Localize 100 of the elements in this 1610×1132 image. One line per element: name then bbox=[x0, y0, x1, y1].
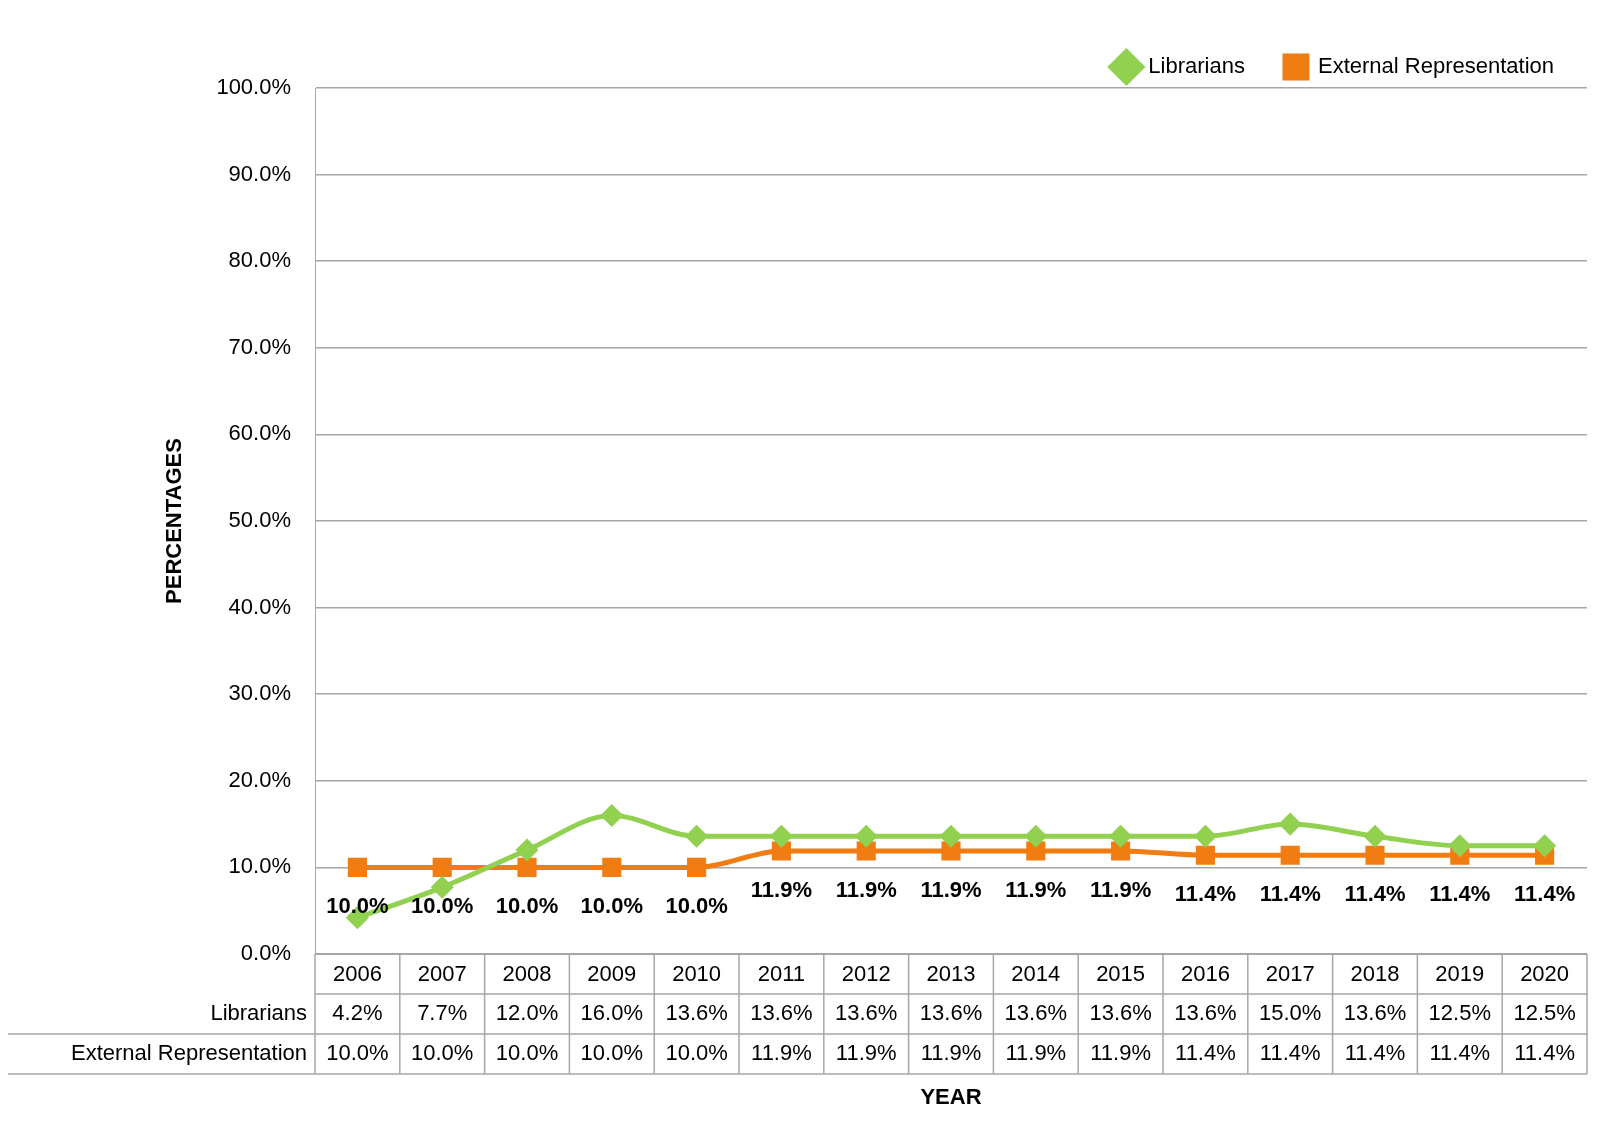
point bbox=[347, 857, 367, 877]
data-label: 11.9% bbox=[1005, 1040, 1067, 1066]
legend-label: External Representation bbox=[1317, 53, 1554, 79]
y-tick-label: 90.0% bbox=[228, 160, 292, 186]
y-tick-label: 10.0% bbox=[228, 853, 292, 879]
text: 11.4% bbox=[1514, 881, 1576, 907]
legend-label: Librarians bbox=[1148, 53, 1245, 79]
data-label: 13.6% bbox=[835, 1000, 898, 1026]
point bbox=[940, 825, 962, 847]
data-label: 12.0% bbox=[495, 1000, 559, 1026]
y-tick-label: 80.0% bbox=[228, 247, 292, 273]
x-tick-label: 2014 bbox=[1011, 961, 1061, 987]
data-label: 11.4% bbox=[1429, 1040, 1491, 1066]
x-tick-label: 2020 bbox=[1520, 961, 1570, 987]
point bbox=[1111, 841, 1131, 861]
x-tick-label: 2017 bbox=[1265, 961, 1315, 987]
data-label: 11.9% bbox=[751, 1040, 812, 1066]
y-tick-label: 20.0% bbox=[228, 766, 292, 792]
x-tick-label: 2006 bbox=[332, 961, 382, 987]
text: 11.4% bbox=[1174, 881, 1236, 907]
point bbox=[1365, 845, 1385, 865]
data-label: 15.0% bbox=[1259, 1000, 1322, 1026]
text: 10.0% bbox=[495, 893, 559, 919]
text: 10.0% bbox=[665, 893, 728, 919]
y-tick-label: 50.0% bbox=[228, 507, 292, 533]
data-label: 12.5% bbox=[1428, 1000, 1491, 1026]
point bbox=[770, 825, 792, 847]
text: 10.0% bbox=[580, 893, 644, 919]
data-label: 10.0% bbox=[665, 1040, 728, 1066]
point bbox=[1280, 845, 1300, 865]
data-label: 11.9% bbox=[835, 1040, 897, 1066]
point bbox=[432, 857, 452, 877]
text: External Representation bbox=[70, 1040, 308, 1066]
text: 11.9% bbox=[1005, 877, 1067, 903]
y-tick-label: 0.0% bbox=[240, 940, 292, 966]
data-label: 10.0% bbox=[580, 1040, 644, 1066]
data-label: 11.4% bbox=[1514, 1040, 1575, 1066]
y-axis-title: PERCENTAGES bbox=[161, 438, 187, 604]
data-label: 11.9% bbox=[920, 1040, 982, 1066]
x-tick-label: 2011 bbox=[757, 961, 806, 987]
point bbox=[602, 857, 622, 877]
x-tick-label: 2019 bbox=[1435, 961, 1485, 987]
point bbox=[941, 841, 961, 861]
x-tick-label: 2010 bbox=[672, 961, 722, 987]
text: 11.4% bbox=[1429, 881, 1491, 907]
point bbox=[855, 825, 877, 847]
point bbox=[771, 841, 791, 861]
data-label: 10.0% bbox=[411, 1040, 474, 1066]
text: Librarians bbox=[210, 1000, 308, 1026]
text: 11.9% bbox=[920, 877, 982, 903]
x-tick-label: 2013 bbox=[926, 961, 976, 987]
point bbox=[431, 876, 453, 898]
point bbox=[1026, 841, 1046, 861]
data-label: 11.9% bbox=[1090, 1040, 1151, 1066]
text: 11.4% bbox=[1344, 881, 1406, 907]
point bbox=[686, 825, 708, 847]
data-label: 12.5% bbox=[1513, 1000, 1576, 1026]
point bbox=[687, 857, 707, 877]
data-label: 4.2% bbox=[332, 1000, 383, 1026]
y-tick-label: 70.0% bbox=[228, 333, 292, 359]
data-label: 13.6% bbox=[1089, 1000, 1152, 1026]
data-label: 11.4% bbox=[1175, 1040, 1236, 1066]
point bbox=[1194, 825, 1216, 847]
data-label: 7.7% bbox=[417, 1000, 468, 1026]
x-tick-label: 2008 bbox=[502, 961, 552, 987]
data-label: 11.4% bbox=[1344, 1040, 1406, 1066]
x-axis-title: YEAR bbox=[920, 1084, 982, 1110]
point bbox=[1449, 835, 1471, 857]
text: 11.9% bbox=[1090, 877, 1152, 903]
y-tick-label: 40.0% bbox=[228, 593, 292, 619]
point bbox=[517, 857, 537, 877]
data-label: 16.0% bbox=[580, 1000, 644, 1026]
point bbox=[1534, 835, 1556, 857]
data-label: 13.6% bbox=[1343, 1000, 1407, 1026]
data-label: 13.6% bbox=[750, 1000, 813, 1026]
data-label: 13.6% bbox=[1004, 1000, 1067, 1026]
text: 10.0% bbox=[326, 893, 389, 919]
text: 10.0% bbox=[411, 893, 474, 919]
y-tick-label: 30.0% bbox=[228, 680, 292, 706]
y-tick-label: 60.0% bbox=[228, 420, 292, 446]
point bbox=[601, 804, 623, 826]
point bbox=[1110, 825, 1132, 847]
data-label: 10.0% bbox=[495, 1040, 559, 1066]
data-label: 11.4% bbox=[1259, 1040, 1321, 1066]
data-label: 13.6% bbox=[665, 1000, 728, 1026]
point bbox=[1025, 825, 1047, 847]
data-label: 10.0% bbox=[326, 1040, 389, 1066]
point bbox=[1364, 825, 1386, 847]
data-label: 13.6% bbox=[1174, 1000, 1237, 1026]
x-tick-label: 2015 bbox=[1096, 961, 1146, 987]
y-tick-label: 100.0% bbox=[216, 74, 292, 100]
x-tick-label: 2018 bbox=[1350, 961, 1400, 987]
point bbox=[1195, 845, 1215, 865]
text: 11.9% bbox=[750, 877, 812, 903]
point bbox=[516, 839, 538, 861]
text: 11.9% bbox=[835, 877, 897, 903]
x-tick-label: 2016 bbox=[1180, 961, 1230, 987]
point bbox=[1279, 813, 1301, 835]
x-tick-label: 2009 bbox=[587, 961, 637, 987]
point bbox=[856, 841, 876, 861]
